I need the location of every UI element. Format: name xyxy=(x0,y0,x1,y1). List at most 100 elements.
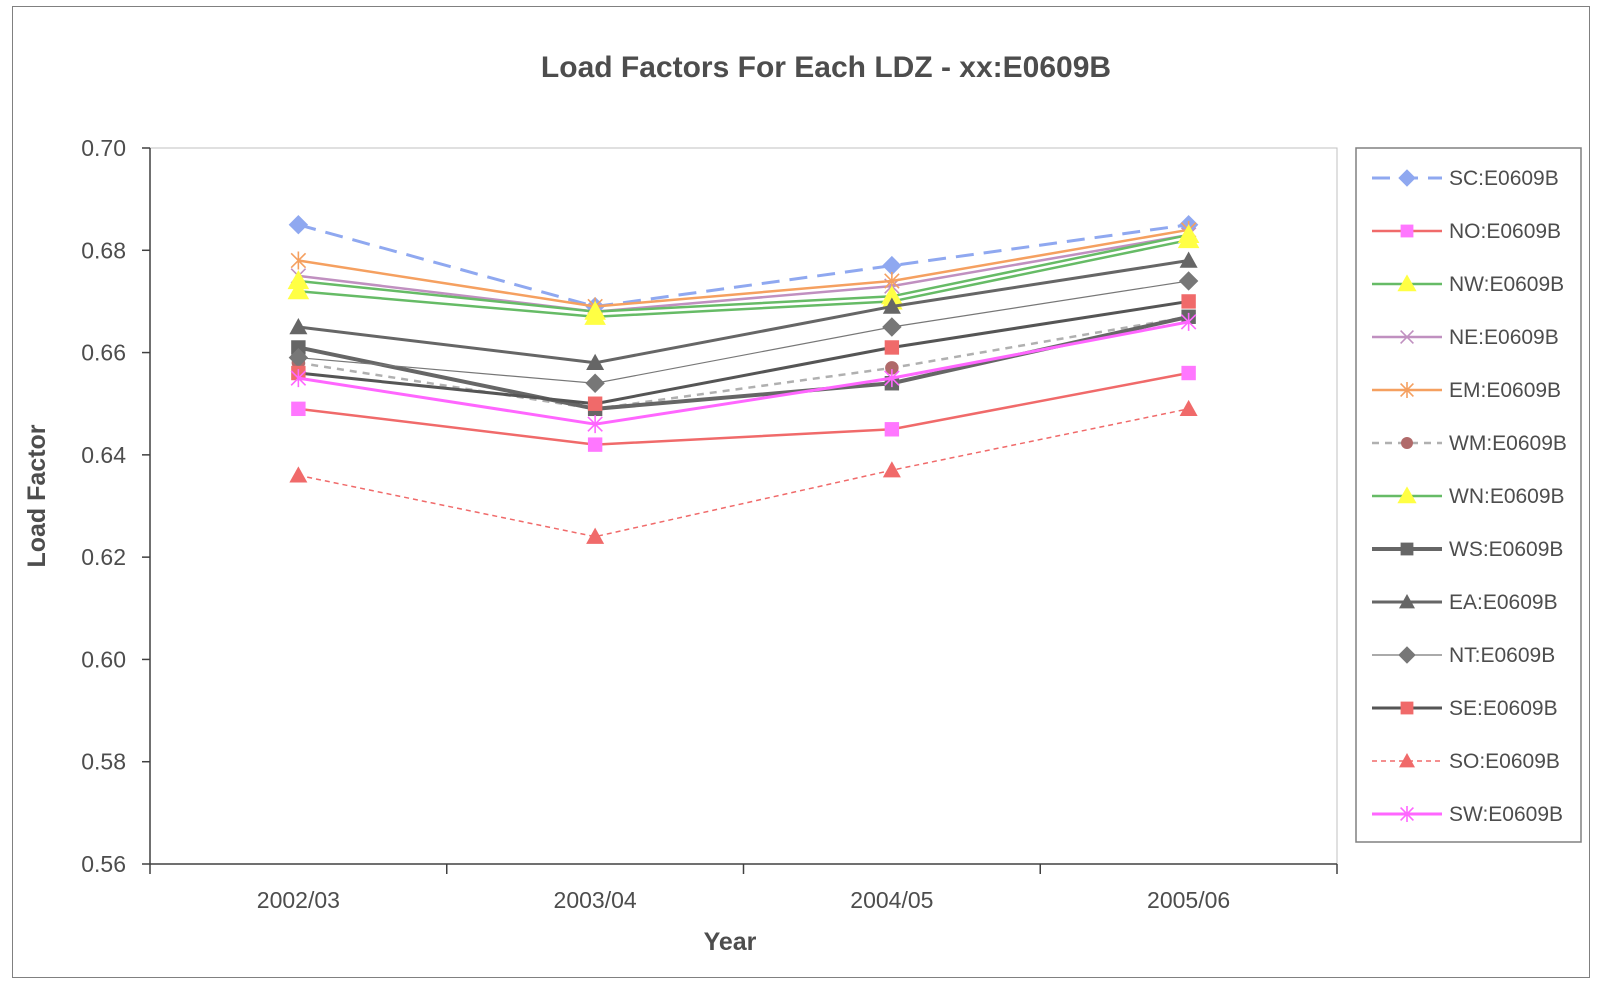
legend-label: WM:E0609B xyxy=(1449,432,1567,455)
series-line xyxy=(298,238,1189,319)
series-line xyxy=(297,223,1189,309)
legend-label: NO:E0609B xyxy=(1449,220,1561,243)
series-marker xyxy=(290,251,307,270)
series-marker xyxy=(1400,806,1414,822)
series-marker xyxy=(289,318,308,335)
series-marker xyxy=(586,527,605,544)
y-tick-label: 0.56 xyxy=(81,851,126,877)
series-marker xyxy=(1179,399,1198,417)
legend-label: EM:E0609B xyxy=(1449,379,1561,402)
series-line xyxy=(298,259,1189,365)
series-line xyxy=(298,408,1189,538)
x-tick-label: 2005/06 xyxy=(1147,887,1230,913)
legend-item: WN:E0609B xyxy=(1372,485,1565,508)
series-line xyxy=(298,228,1189,308)
series-marker xyxy=(587,415,603,434)
x-tick-label: 2002/03 xyxy=(257,887,340,913)
y-tick-label: 0.58 xyxy=(81,749,126,775)
series-line xyxy=(298,299,1189,406)
series-marker xyxy=(587,437,603,452)
series-marker xyxy=(1400,330,1414,344)
series-ea xyxy=(289,251,1198,370)
legend-label: EA:E0609B xyxy=(1449,591,1558,614)
x-tick-label: 2004/05 xyxy=(850,887,933,913)
series-marker xyxy=(1400,701,1414,715)
series-so xyxy=(289,399,1198,544)
series-marker xyxy=(585,373,605,393)
x-axis-label: Year xyxy=(704,928,757,956)
series-marker xyxy=(586,353,605,370)
y-tick-label: 0.68 xyxy=(81,237,126,263)
y-tick-label: 0.60 xyxy=(81,646,126,672)
series-marker xyxy=(882,461,901,478)
series-marker xyxy=(288,215,309,235)
series-line xyxy=(298,280,1189,384)
series-marker xyxy=(287,270,310,290)
legend-item: WS:E0609B xyxy=(1372,538,1563,561)
legend-item: NW:E0609B xyxy=(1372,273,1564,296)
series-marker xyxy=(881,285,903,305)
series-marker xyxy=(584,300,606,320)
series-marker xyxy=(1400,542,1414,556)
series-wn xyxy=(287,224,1200,320)
legend-item: EA:E0609B xyxy=(1372,591,1558,614)
series-line xyxy=(298,233,1189,313)
series-line xyxy=(298,233,1189,313)
plot-area xyxy=(149,147,1338,865)
series-marker xyxy=(1397,274,1417,292)
series-marker xyxy=(1181,294,1196,309)
series-marker xyxy=(1177,224,1200,244)
y-tick-label: 0.66 xyxy=(81,340,126,366)
chart-title: Load Factors For Each LDZ - xx:E0609B xyxy=(541,51,1111,84)
series-marker xyxy=(1398,169,1416,187)
series-marker xyxy=(1401,437,1413,449)
series-nt xyxy=(288,271,1199,393)
series-marker xyxy=(291,401,306,417)
legend-item: NT:E0609B xyxy=(1372,644,1555,667)
legend-item: SE:E0609B xyxy=(1372,697,1558,720)
legend-item: NE:E0609B xyxy=(1372,326,1559,349)
series-marker xyxy=(1181,365,1196,381)
y-axis-label: Load Factor xyxy=(23,424,51,567)
series-marker xyxy=(882,317,902,337)
legend-item: EM:E0609B xyxy=(1372,379,1561,402)
x-tick-label: 2003/04 xyxy=(554,887,637,913)
y-tick-label: 0.64 xyxy=(81,442,126,468)
series-marker xyxy=(291,340,306,355)
series-marker xyxy=(1399,594,1415,609)
legend-item: WM:E0609B xyxy=(1372,432,1567,455)
legend-label: NW:E0609B xyxy=(1449,273,1564,296)
series-marker xyxy=(884,340,900,355)
series-marker xyxy=(290,369,307,388)
series-marker xyxy=(1180,312,1197,331)
series-marker xyxy=(882,297,901,314)
series-marker xyxy=(1399,753,1415,768)
legend-label: NT:E0609B xyxy=(1449,644,1555,667)
series-line xyxy=(298,371,1189,446)
legend-item: NO:E0609B xyxy=(1372,220,1561,243)
legend: SC:E0609B NO:E0609B NW:E0609B NE:E0609B EM:E… xyxy=(1372,167,1567,826)
series-marker xyxy=(1178,271,1199,291)
legend-label: WN:E0609B xyxy=(1449,485,1565,508)
y-tick-label: 0.62 xyxy=(81,544,126,570)
series-no xyxy=(291,365,1196,452)
chart-frame xyxy=(12,6,1590,978)
series-marker xyxy=(884,369,900,388)
series-sw xyxy=(290,312,1197,434)
series-marker xyxy=(1400,224,1414,238)
series-line xyxy=(297,314,1190,411)
series-marker xyxy=(884,422,900,437)
legend-label: SW:E0609B xyxy=(1449,803,1563,826)
axes: 0.70 0.68 0.66 0.64 0.62 0.60 0.58 0.56 2002/03 2… xyxy=(81,135,1338,913)
legend-label: NE:E0609B xyxy=(1449,326,1559,349)
legend-label: SC:E0609B xyxy=(1449,167,1559,190)
y-tick-label: 0.70 xyxy=(81,135,126,161)
series-marker xyxy=(289,466,308,483)
legend-item: SO:E0609B xyxy=(1372,750,1560,773)
series-marker xyxy=(1179,251,1198,268)
legend-label: SO:E0609B xyxy=(1449,750,1560,773)
legend-item: SW:E0609B xyxy=(1372,803,1563,826)
series-marker xyxy=(587,396,603,411)
series-nw xyxy=(287,229,1200,325)
